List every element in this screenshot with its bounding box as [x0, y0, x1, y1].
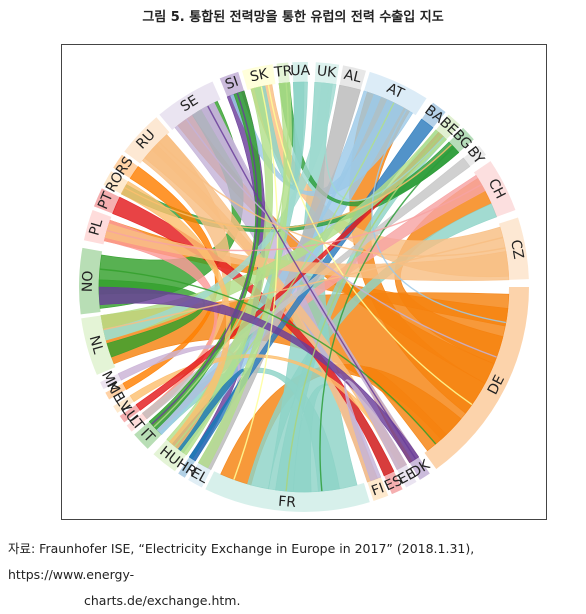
ribbon-hu-sk [166, 86, 273, 456]
thread-hu-at [174, 102, 395, 447]
thread-dk-se [207, 105, 417, 460]
arc-fr [205, 471, 370, 512]
arc-by [463, 145, 487, 167]
country-label-se: SE [178, 92, 202, 115]
arc-lu [119, 404, 141, 423]
arc-ua [292, 61, 308, 83]
arc-el [188, 462, 211, 488]
country-label-tr: TR [272, 63, 293, 81]
chord-diagram: UK ALATBABEBGBYCHCZDEDKEEESFIFRELHRHUITLT… [79, 61, 529, 512]
arc-fi [367, 477, 389, 501]
arc-ba [421, 102, 446, 128]
thread-ru-cz [158, 141, 506, 257]
thread-sk-de [267, 84, 473, 406]
arc-rs [113, 154, 139, 179]
arc-it [134, 421, 162, 449]
ribbon-dk-no [98, 286, 420, 464]
country-label-nl: NL [86, 334, 106, 356]
thread-si-it [151, 92, 259, 425]
arc-si [219, 71, 245, 97]
source-note: 자료: Fraunhofer ISE, “Electricity Exchang… [8, 536, 578, 614]
arc-ch [473, 161, 516, 217]
arc-al [339, 65, 367, 90]
thread-ro-bg [124, 144, 452, 230]
source-line-1: 자료: Fraunhofer ISE, “Electricity Exchang… [8, 541, 475, 582]
arc-ro [103, 171, 129, 194]
arc-uk [314, 62, 340, 85]
ribbon-nl-be [100, 129, 447, 341]
country-label-de: DE [485, 373, 508, 398]
thread-at-de [371, 109, 507, 324]
arc-ee [397, 464, 417, 488]
country-label-ee: EE [395, 466, 418, 489]
arc-se [159, 81, 221, 130]
country-label-fr: FR [278, 494, 297, 511]
arc-cz [498, 217, 529, 280]
country-label-es: ES [382, 473, 405, 495]
arc-bg [448, 127, 474, 153]
country-label-el: EL [188, 465, 210, 487]
country-label-al: AL [342, 67, 363, 87]
country-label-no: NO [80, 270, 97, 292]
arc-no [79, 247, 103, 315]
arc-hu [153, 439, 187, 472]
thread-be-fr [285, 134, 442, 492]
arc-lv [113, 395, 135, 413]
country-label-cz: CZ [507, 239, 526, 261]
thread-bg-fr [319, 146, 455, 492]
arc-me [105, 383, 127, 400]
chord-arcs [79, 61, 529, 512]
arc-es [384, 471, 403, 495]
arc-pt [93, 188, 120, 214]
thread-cz-nl [103, 236, 504, 331]
thread-se-de [185, 118, 497, 358]
ribbon-cz-pl [104, 223, 510, 282]
country-label-ua: UA [290, 63, 311, 79]
ribbon-it-si [148, 90, 262, 430]
arc-hr [178, 456, 196, 478]
country-label-si: SI [223, 74, 241, 93]
country-label-uk: UK [316, 63, 338, 81]
thread-no-de [99, 268, 437, 445]
chord-ribbons [98, 81, 510, 493]
ribbon-ee-fi [344, 379, 407, 482]
arc-nl [81, 315, 116, 375]
arc-lt [126, 413, 147, 432]
arc-sk [241, 64, 276, 90]
country-label-pt: PT [95, 189, 117, 211]
country-label-pl: PL [86, 217, 106, 237]
thread-sk-fr [233, 86, 279, 480]
country-label-fi: FI [369, 480, 386, 499]
arc-mk [100, 373, 122, 390]
arc-dk [409, 456, 430, 480]
arc-pl [83, 210, 112, 245]
arc-de [424, 287, 529, 470]
thread-uk-be [324, 83, 445, 202]
country-label-at: AT [384, 80, 407, 102]
country-label-sk: SK [249, 66, 271, 86]
country-label-lv: LV [112, 394, 134, 416]
chord-diagram-frame: UK AL AT BA BE BG BY CH CZ DE DK EE ES FI FR EL HR HU IT LT… [61, 44, 547, 520]
figure-title: 그림 5. 통합된 전력망을 통한 유럽의 전력 수출입 지도 [142, 10, 444, 25]
arc-ru [124, 117, 170, 164]
arc-be [435, 114, 461, 140]
thread-ch-pl [106, 183, 482, 252]
source-line-2: charts.de/exchange.htm. [84, 593, 241, 608]
arc-tr [276, 62, 290, 84]
thread-tr-it [153, 82, 289, 428]
arc-at [363, 71, 427, 116]
